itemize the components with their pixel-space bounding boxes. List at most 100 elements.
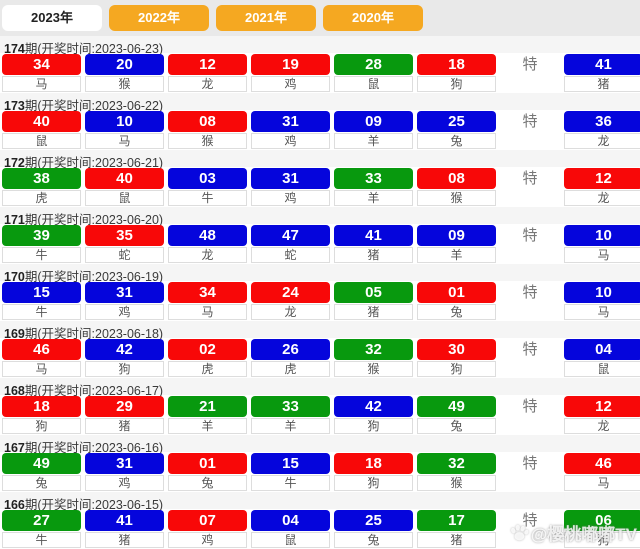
- number-cell: 08 猴: [168, 111, 247, 149]
- zodiac-animal: 兔: [417, 418, 496, 434]
- ball-number: 04: [564, 339, 640, 360]
- draw-results-list: 174期(开奖时间:2023-06-23) 34 马 20 猴 12 龙 19 …: [0, 36, 640, 549]
- number-cell: 35 蛇: [85, 225, 164, 263]
- period-number: 173: [4, 99, 25, 113]
- zodiac-animal: 马: [168, 304, 247, 320]
- zodiac-animal: 鸡: [85, 475, 164, 491]
- ball-number: 33: [251, 396, 330, 417]
- zodiac-animal: 羊: [251, 418, 330, 434]
- ball-number: 25: [417, 111, 496, 132]
- zodiac-animal: 猴: [334, 361, 413, 377]
- number-cell: 09 羊: [417, 225, 496, 263]
- number-cell: 20 猴: [85, 54, 164, 92]
- special-number-cell: 41 猪: [564, 54, 640, 92]
- ball-number: 48: [168, 225, 247, 246]
- special-label: 特: [522, 56, 538, 73]
- zodiac-animal: 牛: [2, 304, 81, 320]
- special-number-cell: 36 龙: [564, 111, 640, 149]
- special-number-cell: 04 鼠: [564, 339, 640, 377]
- special-number-cell: 06 狗: [564, 510, 640, 548]
- number-cell: 31 鸡: [85, 282, 164, 320]
- draw-header: 173期(开奖时间:2023-06-22): [0, 93, 640, 113]
- special-label: 特: [522, 227, 538, 244]
- number-cell: 19 鸡: [251, 54, 330, 92]
- zodiac-animal: 龙: [564, 133, 640, 149]
- ball-number: 25: [334, 510, 413, 531]
- ball-number: 18: [334, 453, 413, 474]
- number-cell: 18 狗: [2, 396, 81, 434]
- draw-row: 172期(开奖时间:2023-06-21) 38 虎 40 鼠 03 牛 31 …: [0, 150, 640, 207]
- zodiac-animal: 猴: [168, 133, 247, 149]
- ball-number: 46: [2, 339, 81, 360]
- ball-number: 46: [564, 453, 640, 474]
- number-cell: 05 猪: [334, 282, 413, 320]
- tab-2022[interactable]: 2022年: [109, 5, 209, 31]
- special-number-cell: 10 马: [564, 225, 640, 263]
- zodiac-animal: 猴: [85, 76, 164, 92]
- draw-row: 169期(开奖时间:2023-06-18) 46 马 42 狗 02 虎 26 …: [0, 321, 640, 378]
- number-cell: 48 龙: [168, 225, 247, 263]
- period-number: 172: [4, 156, 25, 170]
- zodiac-animal: 鼠: [85, 190, 164, 206]
- draw-header: 174期(开奖时间:2023-06-23): [0, 36, 640, 56]
- number-cell: 25 兔: [417, 111, 496, 149]
- ball-number: 32: [417, 453, 496, 474]
- zodiac-animal: 龙: [168, 247, 247, 263]
- special-label: 特: [522, 512, 538, 529]
- ball-number: 41: [85, 510, 164, 531]
- number-cell: 01 兔: [168, 453, 247, 491]
- number-cell: 34 马: [2, 54, 81, 92]
- number-cell: 39 牛: [2, 225, 81, 263]
- zodiac-animal: 牛: [251, 475, 330, 491]
- zodiac-animal: 龙: [168, 76, 247, 92]
- zodiac-animal: 龙: [564, 190, 640, 206]
- number-cell: 40 鼠: [85, 168, 164, 206]
- number-cell: 28 鼠: [334, 54, 413, 92]
- zodiac-animal: 猪: [417, 532, 496, 548]
- special-label: 特: [522, 113, 538, 130]
- ball-number: 36: [564, 111, 640, 132]
- number-cell: 40 鼠: [2, 111, 81, 149]
- zodiac-animal: 鼠: [334, 76, 413, 92]
- zodiac-animal: 马: [564, 304, 640, 320]
- number-cell: 15 牛: [251, 453, 330, 491]
- draw-row: 170期(开奖时间:2023-06-19) 15 牛 31 鸡 34 马 24 …: [0, 264, 640, 321]
- ball-number: 24: [251, 282, 330, 303]
- numbers-row: 18 狗 29 猪 21 羊 33 羊 42 狗 49 兔 特 12 龙: [0, 396, 640, 434]
- ball-number: 08: [168, 111, 247, 132]
- ball-number: 47: [251, 225, 330, 246]
- zodiac-animal: 狗: [85, 361, 164, 377]
- zodiac-animal: 牛: [168, 190, 247, 206]
- ball-number: 31: [251, 111, 330, 132]
- ball-number: 39: [2, 225, 81, 246]
- ball-number: 17: [417, 510, 496, 531]
- period-info: 期(开奖时间:2023-06-16): [24, 441, 164, 455]
- zodiac-animal: 兔: [334, 532, 413, 548]
- zodiac-animal: 猪: [85, 418, 164, 434]
- period-number: 171: [4, 213, 25, 227]
- tab-2023[interactable]: 2023年: [2, 5, 102, 31]
- ball-number: 31: [251, 168, 330, 189]
- ball-number: 30: [417, 339, 496, 360]
- zodiac-animal: 狗: [334, 418, 413, 434]
- zodiac-animal: 鼠: [2, 133, 81, 149]
- tab-2020[interactable]: 2020年: [323, 5, 423, 31]
- numbers-row: 49 兔 31 鸡 01 兔 15 牛 18 狗 32 猴 特 46 马: [0, 453, 640, 491]
- period-number: 167: [4, 441, 25, 455]
- number-cell: 49 兔: [2, 453, 81, 491]
- zodiac-animal: 蛇: [251, 247, 330, 263]
- ball-number: 12: [564, 396, 640, 417]
- period-number: 170: [4, 270, 25, 284]
- tab-2021[interactable]: 2021年: [216, 5, 316, 31]
- numbers-row: 38 虎 40 鼠 03 牛 31 鸡 33 羊 08 猴 特 12 龙: [0, 168, 640, 206]
- draw-header: 172期(开奖时间:2023-06-21): [0, 150, 640, 170]
- number-cell: 03 牛: [168, 168, 247, 206]
- number-cell: 10 马: [85, 111, 164, 149]
- ball-number: 10: [564, 282, 640, 303]
- number-cell: 33 羊: [251, 396, 330, 434]
- numbers-row: 34 马 20 猴 12 龙 19 鸡 28 鼠 18 狗 特 41 猪: [0, 54, 640, 92]
- number-cell: 33 羊: [334, 168, 413, 206]
- ball-number: 38: [2, 168, 81, 189]
- ball-number: 09: [417, 225, 496, 246]
- numbers-row: 15 牛 31 鸡 34 马 24 龙 05 猪 01 兔 特 10 马: [0, 282, 640, 320]
